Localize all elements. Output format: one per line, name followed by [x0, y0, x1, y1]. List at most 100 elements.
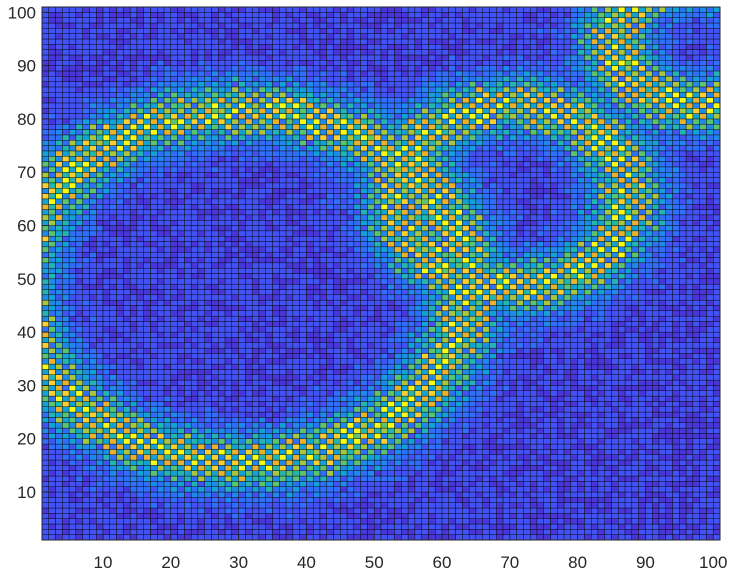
heatmap-cell — [285, 438, 294, 445]
heatmap-cell — [631, 497, 639, 503]
heatmap-cell — [523, 294, 531, 301]
heatmap-cell — [624, 342, 633, 349]
heatmap-cell — [265, 513, 273, 519]
heatmap-cell — [645, 337, 653, 343]
heatmap-cell — [218, 454, 226, 461]
heatmap-cell — [414, 363, 422, 370]
heatmap-cell — [184, 459, 192, 466]
heatmap-cell — [394, 331, 402, 338]
heatmap-cell — [346, 395, 355, 402]
heatmap-cell — [285, 321, 294, 328]
heatmap-cell — [272, 417, 280, 423]
heatmap-cell — [116, 518, 124, 525]
heatmap-cell — [448, 369, 456, 375]
heatmap-cell — [414, 481, 422, 487]
heatmap-cell — [489, 454, 497, 461]
heatmap-cell — [170, 315, 178, 322]
heatmap-cell — [414, 475, 422, 482]
heatmap-cell — [245, 310, 253, 317]
heatmap-cell — [102, 353, 110, 359]
heatmap-cell — [170, 347, 178, 354]
heatmap-cell — [441, 395, 449, 402]
heatmap-cell — [41, 513, 49, 519]
heatmap-cell — [441, 342, 449, 349]
heatmap-cell — [177, 529, 185, 535]
heatmap-cell — [360, 395, 368, 402]
heatmap-cell — [367, 454, 375, 461]
heatmap-cell — [597, 443, 605, 450]
heatmap-cell — [367, 449, 375, 455]
heatmap-cell — [116, 315, 124, 322]
heatmap-cell — [679, 331, 687, 338]
heatmap-cell — [496, 283, 504, 290]
heatmap-cell — [468, 417, 477, 423]
heatmap-cell — [590, 342, 599, 349]
heatmap-cell — [624, 486, 633, 493]
heatmap-cell — [455, 315, 463, 322]
heatmap-cell — [496, 465, 504, 471]
heatmap-cell — [570, 459, 578, 466]
heatmap-cell — [123, 374, 131, 381]
heatmap-cell — [407, 337, 416, 343]
heatmap-cell — [570, 358, 578, 365]
heatmap-cell — [448, 417, 456, 423]
heatmap-cell — [41, 470, 49, 477]
heatmap-cell — [109, 523, 117, 530]
heatmap-cell — [441, 358, 449, 365]
heatmap-cell — [468, 534, 477, 541]
heatmap-cell — [184, 401, 192, 407]
heatmap-cell — [285, 347, 294, 354]
heatmap-cell — [299, 438, 307, 445]
heatmap-cell — [102, 470, 110, 477]
heatmap-cell — [231, 331, 239, 338]
heatmap-cell — [502, 385, 511, 391]
heatmap-cell — [543, 523, 551, 530]
heatmap-cell — [496, 518, 504, 525]
heatmap-cell — [197, 491, 205, 498]
heatmap-cell — [75, 321, 83, 328]
heatmap-cell — [428, 449, 436, 455]
heatmap-cell — [292, 283, 300, 290]
heatmap-cell — [224, 310, 233, 317]
heatmap-cell — [618, 273, 626, 280]
heatmap-cell — [102, 497, 110, 503]
heatmap-cell — [204, 353, 212, 359]
heatmap-cell — [163, 390, 172, 397]
heatmap-cell — [184, 289, 192, 296]
heatmap-cell — [367, 278, 375, 285]
heatmap-cell — [123, 315, 131, 322]
heatmap-cell — [346, 529, 355, 535]
heatmap-cell — [509, 459, 517, 466]
heatmap-cell — [245, 427, 253, 434]
heatmap-cell — [279, 278, 287, 285]
heatmap-cell — [624, 518, 633, 525]
heatmap-cell — [428, 518, 436, 525]
heatmap-cell — [170, 326, 178, 333]
heatmap-cell — [618, 518, 626, 525]
heatmap-cell — [563, 523, 572, 530]
heatmap-cell — [604, 465, 612, 471]
heatmap-cell — [421, 395, 429, 402]
heatmap-cell — [258, 305, 266, 312]
heatmap-cell — [658, 337, 666, 343]
heatmap-cell — [190, 331, 199, 338]
heatmap-cell — [475, 395, 483, 402]
heatmap-cell — [123, 278, 131, 285]
heatmap-cell — [658, 513, 666, 519]
heatmap-cell — [475, 470, 483, 477]
heatmap-cell — [102, 449, 110, 455]
heatmap-cell — [82, 529, 90, 535]
heatmap-cell — [401, 337, 409, 343]
heatmap-cell — [68, 299, 77, 306]
heatmap-cell — [441, 406, 449, 413]
heatmap-cell — [190, 454, 199, 461]
heatmap-cell — [313, 518, 321, 525]
heatmap-cell — [563, 486, 572, 493]
heatmap-cell — [299, 374, 307, 381]
heatmap-cell — [333, 486, 341, 493]
heatmap-cell — [387, 427, 395, 434]
heatmap-cell — [509, 353, 517, 359]
heatmap-cell — [62, 283, 70, 290]
heatmap-cell — [570, 390, 578, 397]
heatmap-cell — [231, 363, 239, 370]
